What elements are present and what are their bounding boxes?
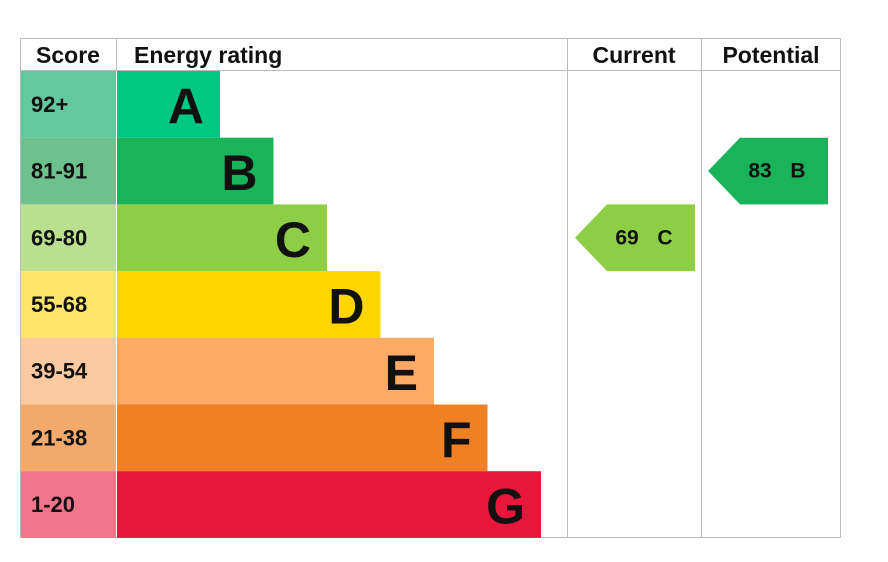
rating-letter: A	[168, 78, 204, 134]
score-range: 55-68	[31, 292, 87, 317]
score-cell	[21, 404, 116, 472]
current-arrow	[575, 204, 695, 272]
potential-rating: B	[790, 160, 805, 183]
potential-score: 83	[748, 160, 771, 183]
rating-bar	[117, 71, 220, 138]
header-score: Score	[36, 42, 100, 68]
score-cell	[21, 471, 116, 538]
rating-letter: C	[275, 212, 311, 268]
score-cell	[21, 204, 116, 272]
score-cell	[21, 337, 116, 405]
header-potential: Potential	[722, 42, 819, 68]
score-cell	[21, 71, 116, 138]
header-current: Current	[592, 42, 675, 68]
rating-letter: F	[441, 412, 472, 468]
current-score: 69	[615, 226, 638, 249]
rating-bar	[117, 204, 327, 272]
rating-letter: B	[221, 145, 257, 201]
rating-bar	[117, 137, 274, 205]
score-range: 1-20	[31, 492, 75, 517]
rating-letter: E	[385, 345, 418, 401]
score-range: 39-54	[31, 359, 88, 384]
score-range: 81-91	[31, 159, 87, 184]
score-range: 21-38	[31, 425, 87, 450]
score-range: 92+	[31, 92, 68, 117]
score-range: 69-80	[31, 225, 87, 250]
header-rating: Energy rating	[134, 42, 282, 68]
score-cell	[21, 271, 116, 338]
rating-bar	[117, 271, 381, 338]
rating-bar	[117, 337, 434, 405]
current-rating: C	[657, 226, 672, 249]
rating-letter: G	[486, 479, 525, 535]
score-cell	[21, 137, 116, 205]
rating-bar	[117, 404, 488, 472]
potential-arrow	[708, 137, 828, 205]
rating-bar	[117, 471, 541, 538]
rating-letter: D	[328, 278, 364, 334]
